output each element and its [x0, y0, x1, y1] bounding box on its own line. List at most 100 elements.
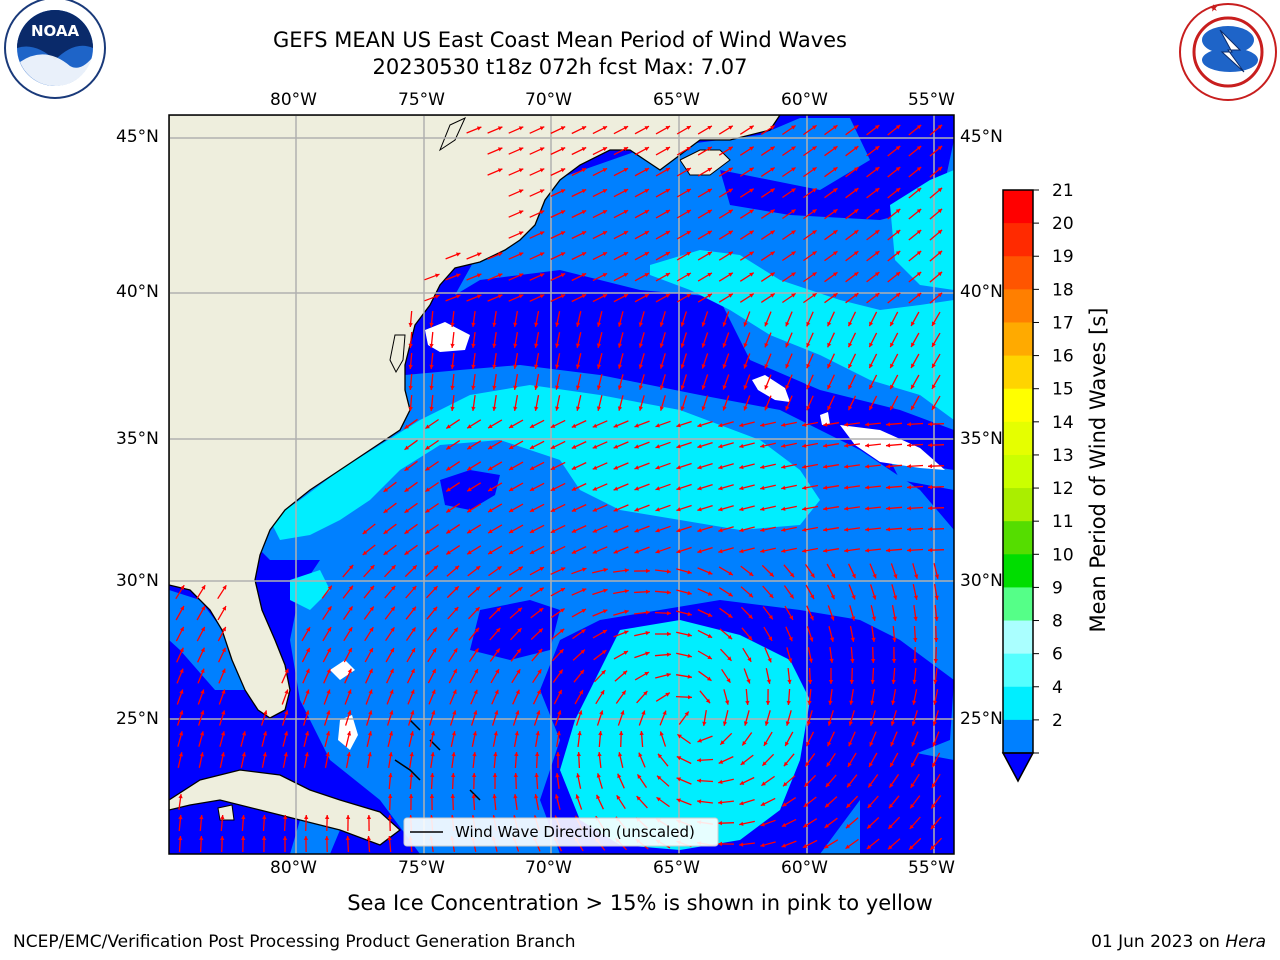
wind-arrow-head: [844, 548, 849, 553]
wind-arrow-head: [222, 585, 227, 590]
wind-arrow-head: [707, 272, 712, 277]
wind-arrow-head: [495, 669, 499, 674]
wind-arrow-head: [622, 670, 628, 675]
wind-arrow-head: [718, 779, 723, 784]
wind-arrow-head: [806, 384, 811, 390]
wind-arrow-head: [623, 126, 629, 130]
wind-arrow-head: [538, 628, 543, 633]
wind-arrow-head: [701, 364, 706, 369]
wind-arrow-head: [429, 406, 434, 411]
wind-arrow-head: [786, 700, 791, 705]
wind-arrow-head: [893, 595, 898, 600]
wind-arrow-head: [446, 508, 451, 513]
wind-arrow-head: [895, 125, 901, 130]
wind-arrow-head: [707, 209, 712, 214]
wind-arrow-head: [728, 571, 733, 576]
wind-arrow-head: [865, 422, 870, 427]
wind-arrow-head: [303, 836, 309, 840]
wind-arrow-head: [576, 385, 581, 390]
wind-arrow-head: [916, 293, 922, 298]
lon-tick-bottom: 60°W: [781, 858, 828, 878]
wind-arrow-head: [886, 443, 891, 448]
wind-arrow-head: [346, 752, 351, 757]
wind-arrow-head: [634, 549, 639, 554]
wind-arrow-head: [823, 485, 828, 490]
wind-arrow-head: [529, 445, 535, 449]
wind-arrow-head: [518, 273, 524, 278]
wind-arrow-head: [644, 168, 649, 172]
wind-arrow-head: [889, 783, 894, 788]
wind-arrow-head: [579, 690, 583, 695]
wind-arrow-head: [389, 668, 394, 674]
wind-arrow-head: [770, 188, 775, 193]
wind-arrow-head: [722, 322, 727, 327]
wind-arrow-head: [368, 710, 373, 715]
wind-arrow-head: [513, 343, 518, 348]
wind-arrow-head: [770, 167, 775, 172]
wind-arrow-head: [833, 293, 838, 298]
wind-arrow-head: [791, 293, 796, 298]
wind-arrow-head: [383, 508, 389, 513]
wind-arrow-head: [474, 648, 479, 653]
wind-arrow-head: [623, 273, 629, 277]
wind-arrow-head: [492, 364, 497, 369]
wind-arrow-head: [932, 721, 937, 726]
wind-arrow-head: [571, 444, 577, 449]
wind-arrow-head: [760, 548, 765, 553]
wind-arrow-head: [739, 506, 744, 512]
wind-arrow-head: [644, 147, 649, 151]
wind-arrow-head: [665, 168, 670, 172]
wind-arrow-head: [430, 752, 435, 757]
wind-arrow-head: [764, 385, 769, 390]
wind-arrow-head: [201, 606, 205, 611]
wind-arrow-head: [383, 487, 389, 492]
wind-arrow-head: [518, 566, 523, 571]
wind-arrow-head: [513, 364, 518, 369]
wind-arrow-head: [411, 648, 415, 653]
wind-arrow-head: [687, 632, 692, 637]
wind-arrow-head: [200, 668, 205, 674]
wind-arrow-head: [536, 689, 541, 695]
wind-arrow-head: [851, 595, 856, 600]
wind-arrow-head: [518, 126, 524, 131]
wind-arrow-head: [616, 795, 621, 800]
wind-arrow-head: [638, 364, 643, 369]
wind-arrow-head: [854, 146, 859, 151]
wind-arrow-head: [770, 125, 775, 130]
wind-arrow-head: [747, 635, 753, 641]
wind-arrow-head: [749, 167, 754, 172]
wind-arrow-head: [411, 627, 416, 632]
wind-arrow-head: [539, 294, 545, 299]
wind-arrow-head: [791, 188, 796, 193]
wind-arrow-head: [781, 506, 786, 511]
wind-arrow-head: [760, 464, 765, 469]
wind-arrow-head: [930, 845, 935, 850]
wind-arrow-head: [557, 689, 562, 695]
wind-arrow-head: [471, 364, 476, 369]
wind-arrow-head: [718, 800, 723, 805]
wind-arrow-head: [686, 147, 691, 151]
wind-arrow-head: [665, 294, 670, 298]
wind-arrow-head: [409, 752, 414, 757]
chart-subtitle: 20230530 t18z 072h fcst Max: 7.07: [372, 55, 748, 79]
wind-arrow-head: [643, 691, 648, 696]
wind-arrow-head: [515, 689, 520, 695]
wind-arrow-head: [221, 710, 226, 715]
wind-arrow-head: [179, 626, 184, 632]
lat-tick-left: 40°N: [116, 282, 159, 302]
wind-arrow-head: [676, 798, 681, 803]
wind-arrow-head: [808, 679, 813, 684]
wind-arrow-head: [517, 628, 522, 633]
wind-arrow-head: [937, 166, 943, 172]
wind-arrow-head: [327, 627, 332, 632]
wind-arrow-head: [391, 565, 396, 570]
wind-arrow-head: [623, 147, 629, 151]
wind-arrow-head: [221, 689, 226, 694]
wind-arrow-head: [345, 815, 351, 819]
wind-arrow-head: [895, 188, 901, 193]
wind-arrow-head: [687, 611, 692, 617]
wind-arrow-head: [785, 342, 790, 348]
lat-tick-right: 45°N: [960, 127, 1003, 147]
wind-arrow-head: [785, 363, 790, 369]
wind-arrow-head: [555, 385, 560, 390]
